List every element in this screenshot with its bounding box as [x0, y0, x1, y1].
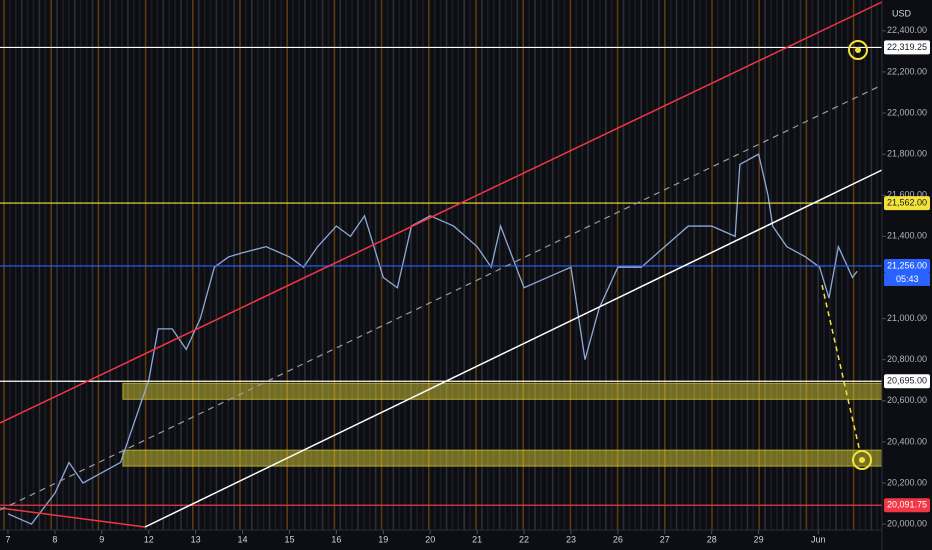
level-label: 21,256.00 [887, 260, 927, 270]
y-tick-label: 20,000.00 [887, 518, 927, 528]
x-tick-label: 23 [566, 534, 576, 544]
level-label-box [884, 196, 930, 211]
x-tick-label: 26 [613, 534, 623, 544]
drawings [0, 1, 883, 528]
trendline [0, 507, 146, 528]
zone [122, 382, 883, 400]
y-tick-label: 20,800.00 [887, 354, 927, 364]
level-label-box [884, 374, 930, 389]
level-label-box [884, 258, 930, 273]
x-tick-label: 15 [284, 534, 294, 544]
target-marker [852, 450, 872, 470]
level-label: 20,091.75 [887, 500, 927, 510]
x-tick-label: 8 [52, 534, 57, 544]
target-marker-dot [859, 457, 865, 463]
session-stripes [3, 0, 879, 530]
y-tick-label: 22,400.00 [887, 25, 927, 35]
y-tick-label: 20,200.00 [887, 477, 927, 487]
x-tick-label: 9 [99, 534, 104, 544]
x-tick-label: 7 [5, 534, 10, 544]
y-tick-label: 21,000.00 [887, 313, 927, 323]
countdown: 05:43 [896, 274, 919, 284]
trendline [0, 1, 883, 424]
x-tick-label: 14 [238, 534, 248, 544]
y-tick-label: 21,800.00 [887, 149, 927, 159]
level-label: 22,319.25 [887, 42, 927, 52]
level-label-box [884, 498, 930, 513]
x-tick-label: 20 [425, 534, 435, 544]
x-tick-label: 12 [144, 534, 154, 544]
zone [122, 449, 883, 467]
x-tick-label: Jun [811, 534, 826, 544]
level-label: 20,695.00 [887, 376, 927, 386]
x-tick-label: 21 [472, 534, 482, 544]
level-label-box [884, 40, 930, 55]
x-tick-label: 22 [519, 534, 529, 544]
y-tick-label: 20,600.00 [887, 395, 927, 405]
axis-labels: 22,400.00 22,200.00 22,000.00 21,800.00 21,6… [882, 25, 930, 528]
projection-arrow [821, 284, 861, 453]
x-tick-label: 19 [378, 534, 388, 544]
x-tick-label: 16 [331, 534, 341, 544]
y-tick-label: 22,200.00 [887, 66, 927, 76]
level-label: 21,562.00 [887, 197, 927, 207]
x-tick-label: 13 [191, 534, 201, 544]
target-marker-dot [855, 47, 861, 53]
countdown-box [884, 272, 930, 286]
price-line [7, 153, 858, 525]
plot [0, 46, 883, 525]
trendline [144, 169, 883, 528]
y-tick-label: 22,000.00 [887, 107, 927, 117]
x-tick-label: 29 [754, 534, 764, 544]
x-tick-label: 28 [707, 534, 717, 544]
trendline-dashed [0, 84, 883, 511]
x-tick-label: 27 [660, 534, 670, 544]
target-marker [848, 40, 868, 60]
y-tick-label: 20,400.00 [887, 436, 927, 446]
currency-label: USD [892, 8, 912, 18]
y-tick-label: 21,400.00 [887, 231, 927, 241]
y-tick-label: 21,600.00 [887, 190, 927, 200]
